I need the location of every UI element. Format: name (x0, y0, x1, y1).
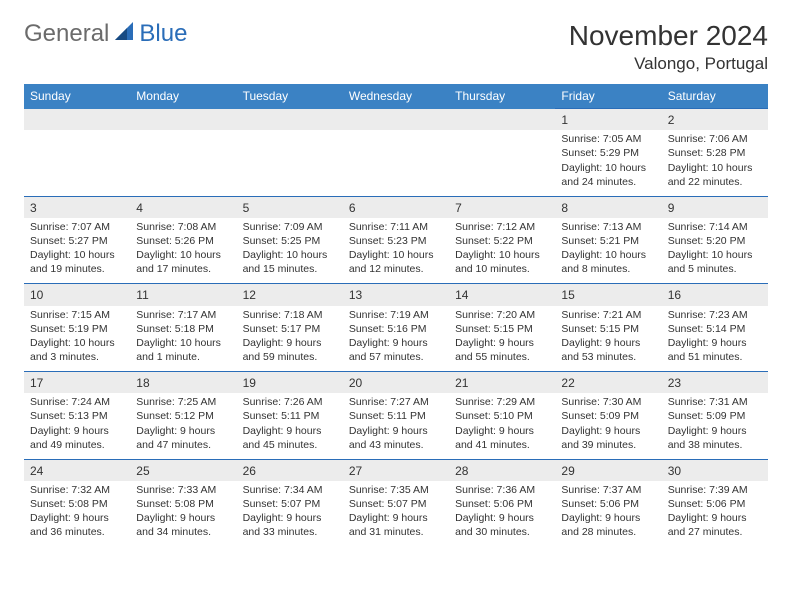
day-number: 10 (24, 284, 130, 306)
location: Valongo, Portugal (569, 54, 768, 74)
day-number-row: 3456789 (24, 196, 768, 218)
day-number: 24 (24, 459, 130, 481)
day-number: 13 (343, 284, 449, 306)
day-cell: Sunrise: 7:18 AMSunset: 5:17 PMDaylight:… (237, 306, 343, 372)
day-header: Tuesday (237, 84, 343, 109)
day-cell: Sunrise: 7:26 AMSunset: 5:11 PMDaylight:… (237, 393, 343, 459)
day-number (343, 109, 449, 131)
day-number: 25 (130, 459, 236, 481)
day-cell (237, 130, 343, 196)
day-header: Monday (130, 84, 236, 109)
day-number: 11 (130, 284, 236, 306)
day-number-row: 24252627282930 (24, 459, 768, 481)
day-cell: Sunrise: 7:14 AMSunset: 5:20 PMDaylight:… (662, 218, 768, 284)
day-number: 3 (24, 196, 130, 218)
calendar-table: Sunday Monday Tuesday Wednesday Thursday… (24, 84, 768, 547)
day-number: 27 (343, 459, 449, 481)
day-number: 7 (449, 196, 555, 218)
day-number-row: 10111213141516 (24, 284, 768, 306)
day-cell (343, 130, 449, 196)
day-cell: Sunrise: 7:34 AMSunset: 5:07 PMDaylight:… (237, 481, 343, 547)
logo-text-general: General (24, 20, 109, 48)
day-cell: Sunrise: 7:05 AMSunset: 5:29 PMDaylight:… (555, 130, 661, 196)
day-number: 19 (237, 372, 343, 394)
day-body-row: Sunrise: 7:05 AMSunset: 5:29 PMDaylight:… (24, 130, 768, 196)
day-number: 28 (449, 459, 555, 481)
day-cell: Sunrise: 7:31 AMSunset: 5:09 PMDaylight:… (662, 393, 768, 459)
day-cell: Sunrise: 7:29 AMSunset: 5:10 PMDaylight:… (449, 393, 555, 459)
day-header: Friday (555, 84, 661, 109)
day-cell: Sunrise: 7:37 AMSunset: 5:06 PMDaylight:… (555, 481, 661, 547)
day-cell: Sunrise: 7:08 AMSunset: 5:26 PMDaylight:… (130, 218, 236, 284)
day-number: 2 (662, 109, 768, 131)
day-number-row: 12 (24, 109, 768, 131)
day-number: 1 (555, 109, 661, 131)
day-number: 9 (662, 196, 768, 218)
day-number (24, 109, 130, 131)
day-number (237, 109, 343, 131)
day-header: Saturday (662, 84, 768, 109)
day-header: Wednesday (343, 84, 449, 109)
day-body-row: Sunrise: 7:24 AMSunset: 5:13 PMDaylight:… (24, 393, 768, 459)
day-number (449, 109, 555, 131)
day-cell: Sunrise: 7:21 AMSunset: 5:15 PMDaylight:… (555, 306, 661, 372)
day-cell: Sunrise: 7:07 AMSunset: 5:27 PMDaylight:… (24, 218, 130, 284)
day-number: 26 (237, 459, 343, 481)
day-cell (130, 130, 236, 196)
month-title: November 2024 (569, 20, 768, 52)
title-block: November 2024 Valongo, Portugal (569, 20, 768, 74)
day-cell: Sunrise: 7:25 AMSunset: 5:12 PMDaylight:… (130, 393, 236, 459)
day-cell: Sunrise: 7:20 AMSunset: 5:15 PMDaylight:… (449, 306, 555, 372)
day-number: 30 (662, 459, 768, 481)
day-cell (449, 130, 555, 196)
logo-text-blue: Blue (139, 20, 187, 48)
day-cell (24, 130, 130, 196)
day-cell: Sunrise: 7:13 AMSunset: 5:21 PMDaylight:… (555, 218, 661, 284)
day-number: 29 (555, 459, 661, 481)
day-number: 21 (449, 372, 555, 394)
day-number: 20 (343, 372, 449, 394)
day-cell: Sunrise: 7:12 AMSunset: 5:22 PMDaylight:… (449, 218, 555, 284)
day-number: 22 (555, 372, 661, 394)
day-cell: Sunrise: 7:35 AMSunset: 5:07 PMDaylight:… (343, 481, 449, 547)
day-header: Sunday (24, 84, 130, 109)
day-cell: Sunrise: 7:39 AMSunset: 5:06 PMDaylight:… (662, 481, 768, 547)
day-number: 8 (555, 196, 661, 218)
logo: General Blue (24, 20, 187, 48)
day-number: 23 (662, 372, 768, 394)
day-cell: Sunrise: 7:36 AMSunset: 5:06 PMDaylight:… (449, 481, 555, 547)
day-number: 18 (130, 372, 236, 394)
day-number: 16 (662, 284, 768, 306)
day-cell: Sunrise: 7:11 AMSunset: 5:23 PMDaylight:… (343, 218, 449, 284)
day-cell: Sunrise: 7:27 AMSunset: 5:11 PMDaylight:… (343, 393, 449, 459)
day-cell: Sunrise: 7:30 AMSunset: 5:09 PMDaylight:… (555, 393, 661, 459)
day-cell: Sunrise: 7:09 AMSunset: 5:25 PMDaylight:… (237, 218, 343, 284)
day-body-row: Sunrise: 7:07 AMSunset: 5:27 PMDaylight:… (24, 218, 768, 284)
day-number: 14 (449, 284, 555, 306)
day-header: Thursday (449, 84, 555, 109)
day-number-row: 17181920212223 (24, 372, 768, 394)
logo-sail-icon (115, 22, 137, 47)
day-cell: Sunrise: 7:19 AMSunset: 5:16 PMDaylight:… (343, 306, 449, 372)
day-number: 5 (237, 196, 343, 218)
day-cell: Sunrise: 7:33 AMSunset: 5:08 PMDaylight:… (130, 481, 236, 547)
day-number: 4 (130, 196, 236, 218)
day-cell: Sunrise: 7:06 AMSunset: 5:28 PMDaylight:… (662, 130, 768, 196)
day-number (130, 109, 236, 131)
day-header-row: Sunday Monday Tuesday Wednesday Thursday… (24, 84, 768, 109)
day-body-row: Sunrise: 7:15 AMSunset: 5:19 PMDaylight:… (24, 306, 768, 372)
day-number: 12 (237, 284, 343, 306)
day-number: 17 (24, 372, 130, 394)
day-body-row: Sunrise: 7:32 AMSunset: 5:08 PMDaylight:… (24, 481, 768, 547)
day-cell: Sunrise: 7:15 AMSunset: 5:19 PMDaylight:… (24, 306, 130, 372)
day-number: 15 (555, 284, 661, 306)
day-cell: Sunrise: 7:23 AMSunset: 5:14 PMDaylight:… (662, 306, 768, 372)
day-cell: Sunrise: 7:32 AMSunset: 5:08 PMDaylight:… (24, 481, 130, 547)
day-cell: Sunrise: 7:24 AMSunset: 5:13 PMDaylight:… (24, 393, 130, 459)
day-cell: Sunrise: 7:17 AMSunset: 5:18 PMDaylight:… (130, 306, 236, 372)
day-number: 6 (343, 196, 449, 218)
header: General Blue November 2024 Valongo, Port… (24, 20, 768, 74)
